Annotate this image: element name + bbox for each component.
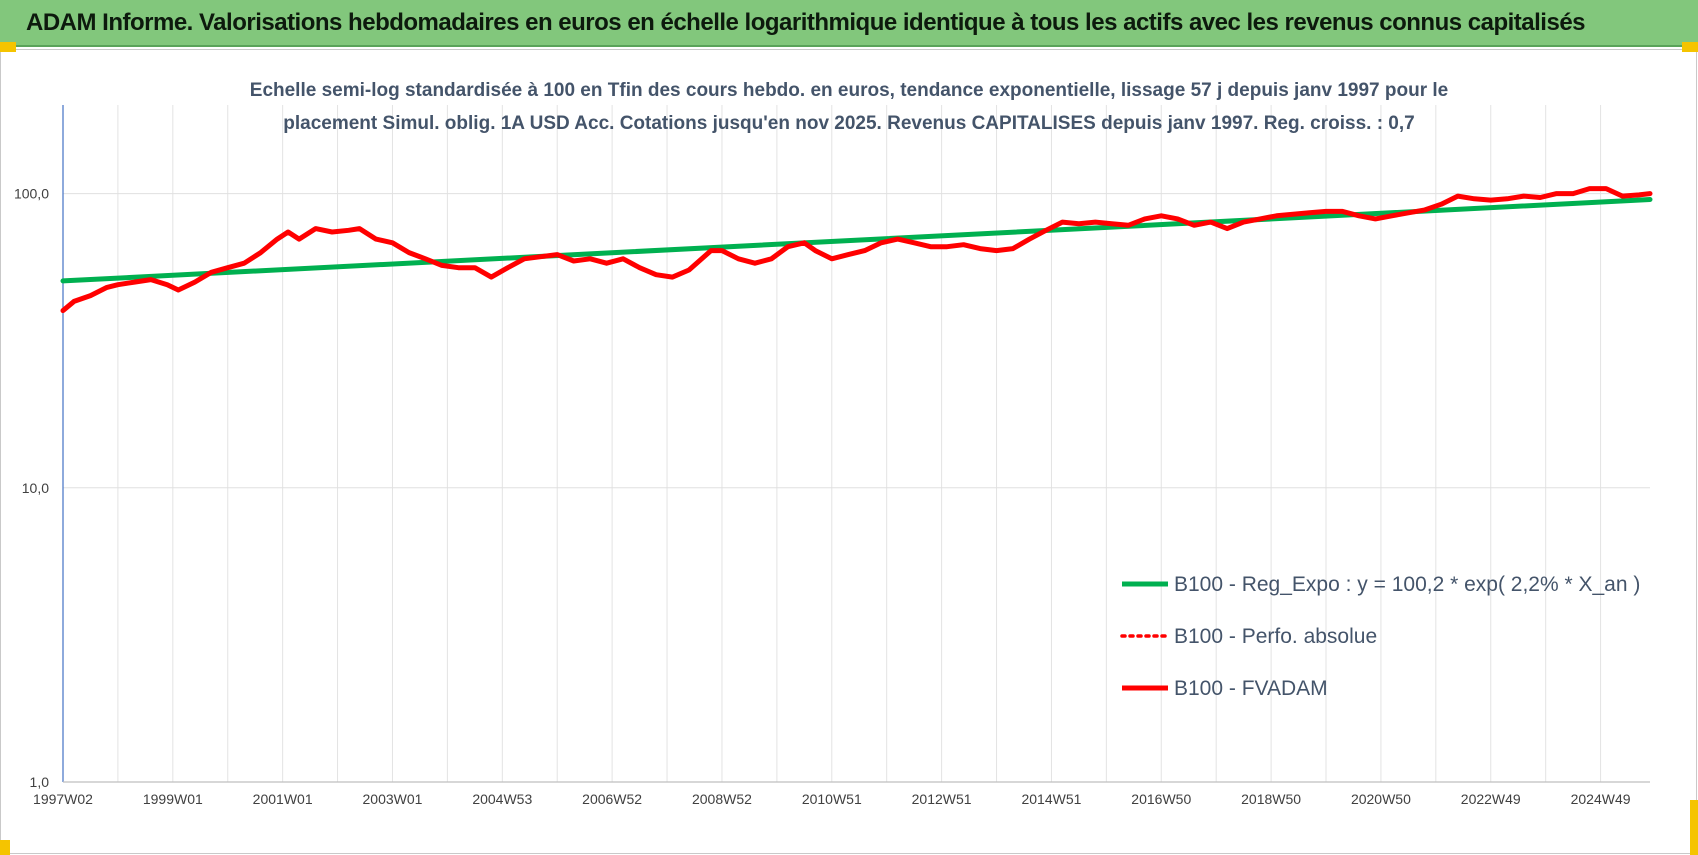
chart-series <box>60 186 1653 314</box>
x-tick-label: 2004W53 <box>472 791 532 807</box>
chart-legend: B100 - Reg_Expo : y = 100,2 * exp( 2,2% … <box>1120 573 1640 700</box>
corner-accent-top-left <box>0 42 16 52</box>
x-tick-label: 2008W52 <box>692 791 752 807</box>
legend-label-1: B100 - Reg_Expo : y = 100,2 * exp( 2,2% … <box>1174 573 1640 596</box>
y-tick-label: 10,0 <box>22 480 49 496</box>
x-tick-label: 2001W01 <box>253 791 313 807</box>
page-title: ADAM Informe. Valorisations hebdomadaire… <box>26 9 1586 36</box>
x-tick-label: 2012W51 <box>912 791 972 807</box>
series-line-3 <box>60 186 1653 314</box>
x-tick-label: 1999W01 <box>143 791 203 807</box>
chart-frame <box>0 49 1697 854</box>
chart-subtitle-line-2: placement Simul. oblig. 1A USD Acc. Cota… <box>283 113 1414 134</box>
corner-accent-bottom-right <box>1690 800 1698 855</box>
legend-label-3: B100 - FVADAM <box>1174 677 1328 700</box>
x-tick-label: 2003W01 <box>363 791 423 807</box>
corner-accent-top-right <box>1682 42 1698 52</box>
y-tick-label: 100,0 <box>14 186 49 202</box>
x-tick-label: 2018W50 <box>1241 791 1301 807</box>
x-tick-label: 2014W51 <box>1021 791 1081 807</box>
x-axis-ticks: 1997W02 1999W01 2001W01 2003W01 2004W53 2006W… <box>33 791 1631 807</box>
y-axis-ticks: 1,0 10,0 100,0 <box>14 186 49 790</box>
x-tick-label: 1997W02 <box>33 791 93 807</box>
x-tick-label: 2024W49 <box>1571 791 1631 807</box>
legend-label-2: B100 - Perfo. absolue <box>1174 625 1377 648</box>
x-tick-label: 2016W50 <box>1131 791 1191 807</box>
corner-accent-bottom-left <box>0 840 10 855</box>
header-banner: ADAM Informe. Valorisations hebdomadaire… <box>0 0 1698 47</box>
x-tick-label: 2020W50 <box>1351 791 1411 807</box>
chart-subtitle-line-1: Echelle semi-log standardisée à 100 en T… <box>250 80 1448 101</box>
chart-grid <box>62 105 1650 783</box>
x-tick-label: 2022W49 <box>1461 791 1521 807</box>
x-tick-label: 2006W52 <box>582 791 642 807</box>
series-line-1 <box>60 197 1653 284</box>
y-tick-label: 1,0 <box>30 774 50 790</box>
x-tick-label: 2010W51 <box>802 791 862 807</box>
